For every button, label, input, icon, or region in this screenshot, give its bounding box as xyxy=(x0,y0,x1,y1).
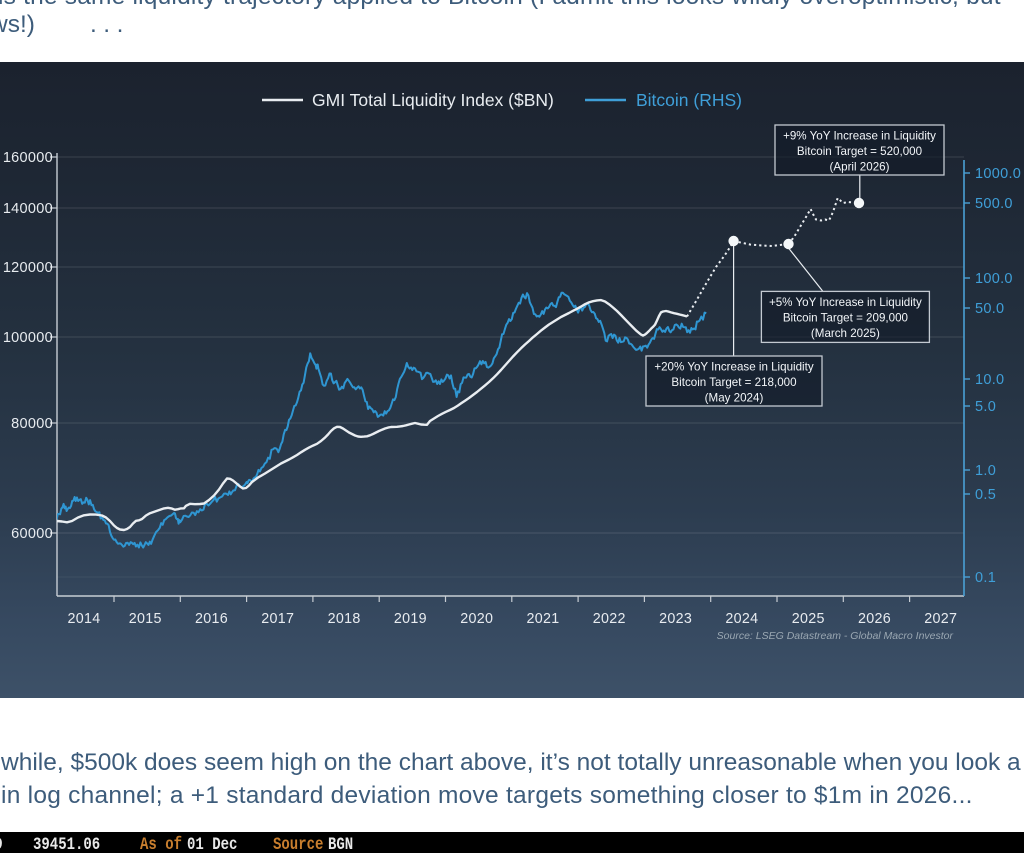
svg-text:(May 2024): (May 2024) xyxy=(705,392,764,405)
svg-text:2017: 2017 xyxy=(261,611,294,627)
svg-text:GMI Total Liquidity Index ($BN: GMI Total Liquidity Index ($BN) xyxy=(312,90,554,110)
svg-text:2025: 2025 xyxy=(792,611,825,627)
svg-text:2018: 2018 xyxy=(328,611,361,627)
svg-text:2015: 2015 xyxy=(129,611,162,627)
svg-text:2022: 2022 xyxy=(593,611,626,627)
svg-text:0.5: 0.5 xyxy=(975,487,996,503)
svg-text:2016: 2016 xyxy=(195,611,228,627)
svg-text:120000: 120000 xyxy=(3,260,53,276)
svg-text:140000: 140000 xyxy=(3,201,53,217)
svg-text:Bitcoin Target = 520,000: Bitcoin Target = 520,000 xyxy=(797,145,922,158)
svg-text:500.0: 500.0 xyxy=(975,196,1013,212)
svg-text:50.0: 50.0 xyxy=(975,301,1004,317)
svg-text:2014: 2014 xyxy=(67,611,100,627)
svg-text:2021: 2021 xyxy=(526,611,559,627)
svg-text:(March 2025): (March 2025) xyxy=(811,327,880,340)
svg-text:2024: 2024 xyxy=(725,611,758,627)
svg-text:1000.0: 1000.0 xyxy=(975,166,1021,182)
svg-text:+9% YoY Increase in Liquidity: +9% YoY Increase in Liquidity xyxy=(783,130,936,143)
svg-text:2027: 2027 xyxy=(924,611,957,627)
svg-text:(April 2026): (April 2026) xyxy=(830,161,890,174)
svg-text:1.0: 1.0 xyxy=(975,463,996,479)
svg-text:2023: 2023 xyxy=(659,611,692,627)
svg-text:2026: 2026 xyxy=(858,611,891,627)
svg-text:100000: 100000 xyxy=(3,330,53,346)
svg-text:60000: 60000 xyxy=(11,526,53,542)
svg-text:5.0: 5.0 xyxy=(975,399,996,415)
svg-text:Bitcoin Target = 209,000: Bitcoin Target = 209,000 xyxy=(783,312,908,325)
svg-text:10.0: 10.0 xyxy=(975,372,1004,388)
svg-text:Bitcoin Target = 218,000: Bitcoin Target = 218,000 xyxy=(671,376,796,389)
svg-text:0.1: 0.1 xyxy=(975,570,996,586)
svg-text:Source: LSEG Datastream - Glob: Source: LSEG Datastream - Global Macro I… xyxy=(717,630,954,642)
svg-text:100.0: 100.0 xyxy=(975,271,1013,287)
svg-text:+20% YoY Increase in Liquidity: +20% YoY Increase in Liquidity xyxy=(654,361,814,374)
svg-text:2019: 2019 xyxy=(394,611,427,627)
svg-text:+5% YoY Increase in Liquidity: +5% YoY Increase in Liquidity xyxy=(769,296,922,309)
svg-text:160000: 160000 xyxy=(3,150,53,166)
svg-text:Bitcoin (RHS): Bitcoin (RHS) xyxy=(636,90,742,110)
svg-text:2020: 2020 xyxy=(460,611,493,627)
svg-text:80000: 80000 xyxy=(11,416,53,432)
